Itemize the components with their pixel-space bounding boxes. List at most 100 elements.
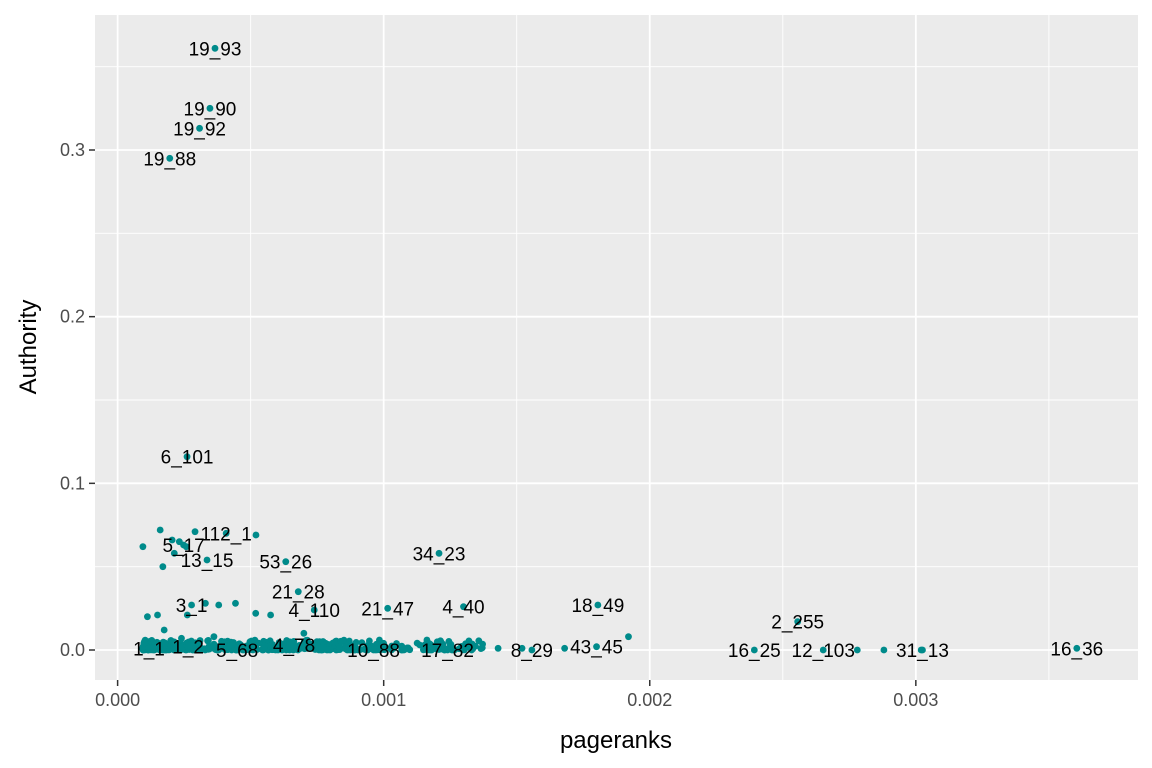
data-point bbox=[210, 633, 218, 641]
data-point bbox=[528, 646, 536, 654]
data-point bbox=[318, 646, 326, 653]
data-point bbox=[255, 639, 262, 647]
point-label: 6_101 bbox=[161, 448, 214, 469]
data-point bbox=[298, 644, 306, 652]
data-point bbox=[380, 639, 387, 647]
data-point bbox=[406, 646, 414, 654]
y-axis-title: Authority bbox=[15, 300, 42, 395]
data-point bbox=[370, 646, 377, 654]
data-point bbox=[424, 645, 432, 653]
y-tick-label: 0.2 bbox=[60, 307, 85, 327]
point-label: 12_103 bbox=[792, 641, 855, 662]
data-point bbox=[259, 645, 267, 653]
data-point bbox=[444, 646, 451, 654]
point-label: 1_2 bbox=[172, 638, 204, 659]
data-point bbox=[215, 601, 223, 609]
data-point bbox=[460, 603, 467, 611]
data-point bbox=[458, 643, 465, 650]
point-label: 16_36 bbox=[1050, 639, 1103, 660]
data-point bbox=[819, 646, 827, 654]
data-point bbox=[202, 599, 209, 607]
data-point bbox=[561, 644, 569, 652]
point-label: 16_25 bbox=[728, 641, 781, 662]
point-label: 3_1 bbox=[176, 596, 208, 617]
data-point bbox=[216, 642, 224, 650]
data-point bbox=[211, 44, 219, 52]
data-point bbox=[253, 646, 261, 653]
data-point bbox=[178, 634, 185, 642]
data-point bbox=[267, 611, 275, 619]
data-point bbox=[351, 640, 359, 648]
data-point bbox=[750, 646, 758, 654]
data-point bbox=[358, 639, 366, 647]
data-point bbox=[416, 641, 424, 649]
major-gridlines bbox=[95, 15, 1138, 680]
data-point bbox=[306, 640, 313, 647]
x-tick-label: 0.003 bbox=[893, 690, 938, 710]
data-point bbox=[365, 637, 373, 645]
data-point bbox=[880, 646, 888, 654]
data-point bbox=[232, 599, 239, 607]
data-point bbox=[144, 613, 151, 621]
data-point bbox=[384, 604, 392, 612]
point-label: 17_82 bbox=[421, 641, 474, 662]
point-label: 31_13 bbox=[896, 641, 949, 662]
x-axis: 0.000 0.001 0.002 0.003 bbox=[95, 680, 938, 710]
data-point bbox=[139, 543, 147, 551]
point-label: 112_1 bbox=[200, 524, 251, 545]
data-point bbox=[183, 611, 191, 619]
data-point bbox=[625, 633, 632, 641]
data-point bbox=[170, 549, 178, 557]
data-point bbox=[154, 611, 161, 619]
data-point bbox=[184, 643, 192, 651]
data-point bbox=[1073, 644, 1081, 652]
point-label: 21_47 bbox=[361, 599, 414, 620]
point-label: 13_15 bbox=[181, 551, 234, 572]
point-label: 34_23 bbox=[413, 544, 466, 565]
data-point bbox=[435, 639, 443, 647]
minor-gridlines bbox=[95, 15, 1138, 680]
data-point bbox=[252, 609, 260, 617]
point-label: 21_28 bbox=[272, 583, 325, 604]
data-point bbox=[160, 626, 168, 634]
data-point bbox=[361, 645, 369, 653]
data-point bbox=[430, 643, 437, 651]
data-point bbox=[167, 637, 175, 645]
data-point bbox=[188, 601, 195, 609]
data-point bbox=[206, 104, 214, 112]
point-label: 2_255 bbox=[771, 613, 824, 634]
data-point bbox=[355, 645, 363, 653]
data-point bbox=[203, 556, 211, 564]
point-label: 4_78 bbox=[273, 636, 315, 657]
data-point bbox=[282, 558, 290, 566]
data-point bbox=[145, 644, 153, 652]
data-point bbox=[300, 629, 308, 637]
data-point bbox=[343, 642, 351, 650]
data-point bbox=[594, 601, 602, 609]
data-point bbox=[316, 638, 323, 646]
data-point bbox=[337, 637, 345, 645]
data-point bbox=[290, 641, 298, 649]
data-point bbox=[180, 541, 188, 549]
point-label: 19_88 bbox=[143, 149, 196, 170]
data-point bbox=[197, 644, 204, 652]
data-point bbox=[183, 453, 191, 461]
x-tick-label: 0.002 bbox=[627, 690, 672, 710]
point-label: 5_68 bbox=[216, 641, 258, 662]
data-point bbox=[273, 643, 280, 651]
point-label: 18_49 bbox=[571, 596, 624, 617]
point-label: 19_90 bbox=[184, 99, 237, 120]
data-point bbox=[494, 644, 502, 652]
data-point bbox=[266, 642, 274, 650]
point-label: 1_1 bbox=[133, 639, 165, 660]
data-point bbox=[222, 529, 230, 537]
data-point bbox=[221, 638, 229, 646]
data-point bbox=[391, 643, 398, 650]
data-point bbox=[233, 646, 241, 654]
data-point bbox=[159, 563, 167, 571]
point-label: 19_93 bbox=[189, 39, 242, 60]
y-tick-label: 0.3 bbox=[60, 140, 85, 160]
point-label: 5_17 bbox=[162, 536, 204, 557]
data-point bbox=[435, 644, 443, 652]
